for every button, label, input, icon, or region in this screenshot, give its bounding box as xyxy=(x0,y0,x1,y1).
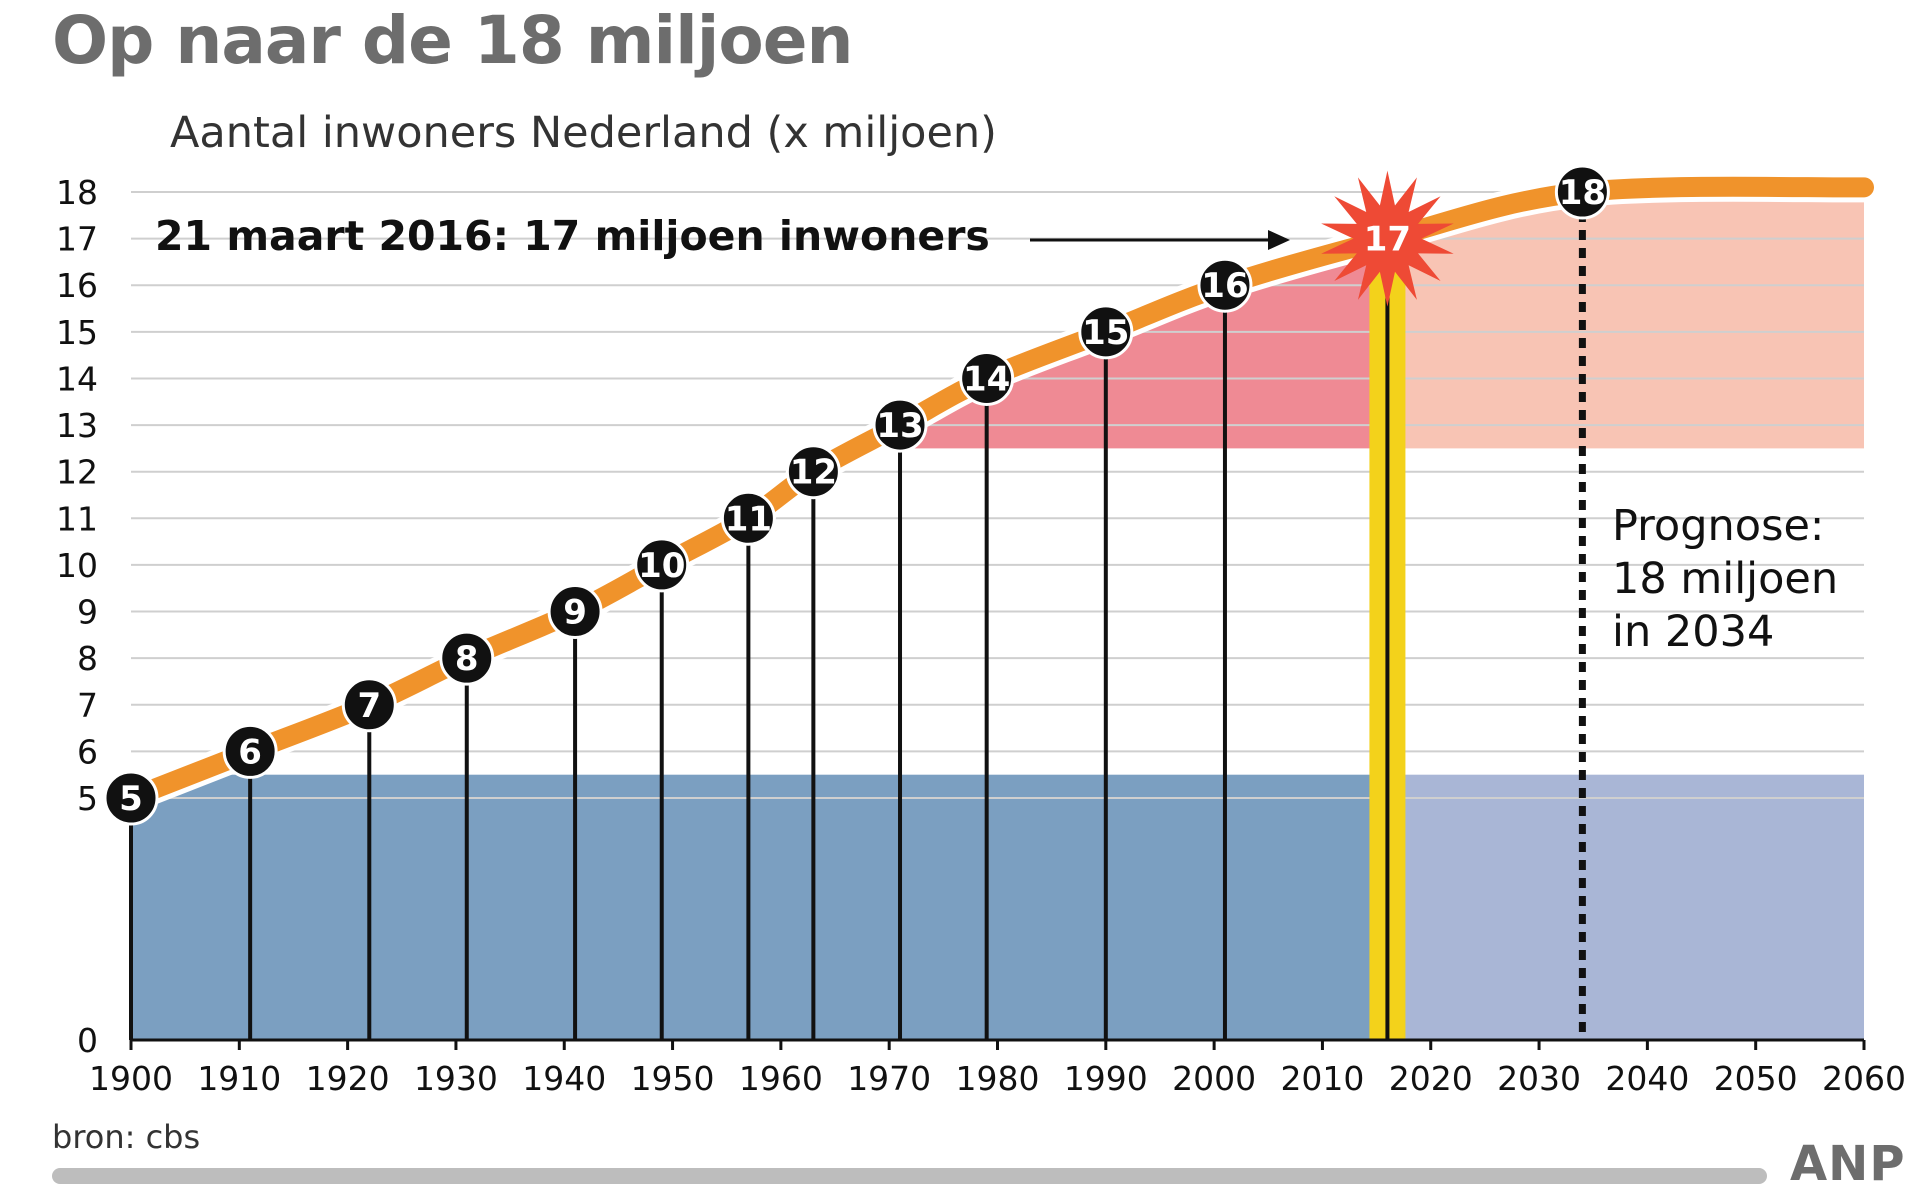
value-marker-label: 12 xyxy=(790,453,837,493)
value-marker xyxy=(959,350,1015,406)
milestone-markers: 5 6 7 8 9 10 11 12 13 14 15 16 17 18 xyxy=(103,164,1610,826)
x-tick-label: 1960 xyxy=(739,1059,823,1098)
y-tick-label: 14 xyxy=(56,359,98,398)
gridlines xyxy=(131,191,1864,799)
chart-subtitle: Aantal inwoners Nederland (x miljoen) xyxy=(170,108,997,158)
flag-blue-band xyxy=(131,774,1388,1040)
milestone-annotation: 21 maart 2016: 17 miljoen inwoners xyxy=(155,212,990,260)
value-marker-label: 17 xyxy=(1364,220,1411,260)
value-marker xyxy=(634,537,690,593)
y-tick-label: 7 xyxy=(77,686,98,725)
y-tick-label: 9 xyxy=(77,593,98,632)
starburst-icon xyxy=(1321,170,1454,307)
x-tick-label: 1950 xyxy=(631,1059,715,1098)
value-marker xyxy=(1078,304,1134,360)
x-tick-label: 2010 xyxy=(1280,1059,1364,1098)
x-tick-label: 1920 xyxy=(306,1059,390,1098)
footer-bar xyxy=(52,1168,1767,1184)
prognose-annotation-line: 18 miljoen xyxy=(1612,554,1838,604)
value-marker xyxy=(439,630,495,686)
value-marker-label: 5 xyxy=(119,779,143,819)
value-marker-label: 14 xyxy=(963,359,1010,399)
value-marker xyxy=(1554,164,1610,220)
x-tick-label: 2050 xyxy=(1714,1059,1798,1098)
y-tick-label: 6 xyxy=(77,732,98,771)
x-tick-label: 1900 xyxy=(89,1059,173,1098)
x-tick-label: 2030 xyxy=(1497,1059,1581,1098)
value-marker-label: 11 xyxy=(725,499,772,539)
drop-lines xyxy=(129,212,1586,1041)
value-marker-label: 16 xyxy=(1201,266,1248,306)
value-marker xyxy=(785,444,841,500)
y-tick-label: 18 xyxy=(56,173,98,212)
prognose-annotation-line: Prognose: xyxy=(1612,501,1824,551)
value-marker-label: 6 xyxy=(238,732,262,772)
flag-background xyxy=(131,186,1864,1040)
y-tick-label: 13 xyxy=(56,406,98,445)
value-marker xyxy=(341,677,397,733)
x-tick-label: 1930 xyxy=(414,1059,498,1098)
value-marker-label: 13 xyxy=(876,406,923,446)
chart-title: Op naar de 18 miljoen xyxy=(52,2,853,79)
anp-logo: ANP xyxy=(1790,1136,1906,1192)
x-tick-label: 1980 xyxy=(956,1059,1040,1098)
value-marker xyxy=(547,584,603,640)
y-tick-label: 12 xyxy=(56,453,98,492)
x-tick-label: 2060 xyxy=(1822,1059,1906,1098)
value-marker-label: 7 xyxy=(357,686,381,726)
value-marker xyxy=(1197,257,1253,313)
value-marker-label: 9 xyxy=(563,593,587,633)
x-tick-label: 1990 xyxy=(1064,1059,1148,1098)
flag-blue-forecast-band xyxy=(1387,774,1864,1040)
value-marker-label: 10 xyxy=(638,546,685,586)
milestone-arrowhead-icon xyxy=(1268,230,1290,250)
y-tick-label: 11 xyxy=(56,499,98,538)
y-tick-label: 17 xyxy=(56,220,98,259)
value-marker xyxy=(222,723,278,779)
y-tick-label: 8 xyxy=(77,639,98,678)
value-marker xyxy=(872,397,928,453)
x-tick-label: 1940 xyxy=(522,1059,606,1098)
value-marker-label: 15 xyxy=(1082,313,1129,353)
value-marker xyxy=(720,490,776,546)
prognose-annotation-line: in 2034 xyxy=(1612,607,1774,657)
y-tick-label: 5 xyxy=(77,779,98,818)
x-tick-label: 1970 xyxy=(847,1059,931,1098)
x-tick-label: 2040 xyxy=(1605,1059,1689,1098)
annotations: 21 maart 2016: 17 miljoen inwoners Progno… xyxy=(155,212,1838,657)
y-tick-label: 16 xyxy=(56,266,98,305)
y-tick-label: 0 xyxy=(77,1021,98,1060)
x-tick-label: 1910 xyxy=(197,1059,281,1098)
x-tick-label: 2000 xyxy=(1172,1059,1256,1098)
x-tick-label: 2020 xyxy=(1389,1059,1473,1098)
value-marker-label: 18 xyxy=(1559,173,1606,213)
value-marker xyxy=(103,770,159,826)
y-tick-label: 10 xyxy=(56,546,98,585)
value-marker-label: 8 xyxy=(455,639,479,679)
y-tick-label: 15 xyxy=(56,313,98,352)
source-note: bron: cbs xyxy=(52,1118,201,1156)
